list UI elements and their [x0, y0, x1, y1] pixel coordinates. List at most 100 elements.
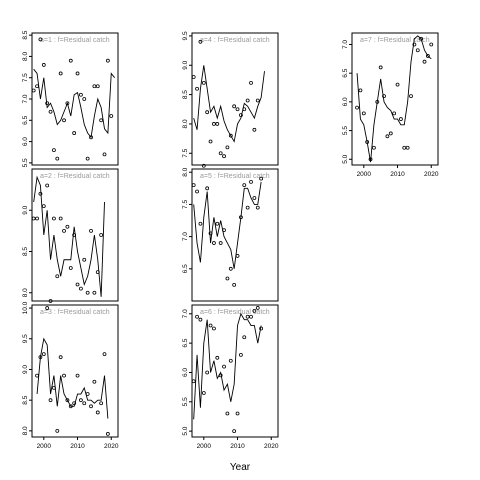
data-point	[392, 111, 397, 116]
series-line	[356, 35, 432, 163]
data-point	[239, 113, 243, 118]
y-tick-label: 7.0	[22, 94, 29, 103]
data-point	[208, 139, 213, 144]
data-point	[85, 290, 90, 295]
data-point	[58, 71, 63, 76]
data-point	[212, 241, 216, 245]
data-point	[218, 241, 223, 245]
y-tick-label: 8.5	[22, 395, 29, 404]
data-point	[48, 299, 53, 303]
data-point	[201, 80, 206, 85]
data-point	[415, 48, 420, 53]
y-tick-label: 6.0	[342, 97, 349, 106]
data-point	[72, 401, 77, 406]
data-point	[242, 335, 247, 340]
x-tick-label: 2020	[104, 443, 119, 450]
y-tick-label: 9.0	[22, 205, 29, 214]
x-tick-label: 2020	[424, 171, 439, 178]
data-point	[412, 42, 417, 47]
data-point	[228, 266, 233, 271]
y-tick-label: 6.5	[182, 264, 189, 273]
y-tick-label: 5.0	[342, 154, 349, 163]
data-point	[95, 270, 100, 275]
data-point	[375, 99, 380, 104]
y-tick-label: 8.0	[182, 167, 189, 176]
data-point	[225, 145, 230, 150]
y-tick-label: 5.5	[182, 397, 189, 406]
data-point	[372, 145, 376, 150]
data-point	[85, 392, 90, 396]
series-line	[33, 175, 105, 297]
data-point	[245, 98, 250, 103]
x-tick-label: 2010	[230, 443, 245, 450]
series-line	[33, 68, 115, 139]
data-point	[228, 133, 233, 138]
data-point	[45, 101, 50, 106]
data-point	[48, 109, 53, 114]
series-line	[193, 65, 265, 143]
data-point	[41, 63, 46, 67]
x-tick-label: 2000	[37, 443, 52, 450]
data-point	[212, 326, 216, 331]
data-point	[232, 104, 237, 109]
y-tick-label: 7.5	[22, 73, 29, 82]
data-point	[109, 114, 114, 118]
data-point	[429, 42, 434, 47]
data-point	[99, 401, 104, 406]
data-point	[245, 205, 250, 210]
y-tick-label: 8.0	[22, 288, 29, 297]
panel-title: a=2 : f=Residual catch	[40, 173, 110, 180]
y-tick-label: 8.5	[22, 30, 29, 39]
data-point	[201, 391, 206, 395]
data-point	[55, 156, 60, 161]
data-point	[35, 373, 39, 378]
y-tick-label: 7.5	[182, 148, 189, 157]
data-point	[65, 224, 70, 229]
data-point	[55, 428, 60, 433]
data-point	[239, 215, 243, 220]
data-point	[235, 411, 240, 416]
y-tick-label: 6.5	[22, 115, 29, 124]
data-point	[399, 117, 403, 121]
panels: a=1 : f=Residual catch 5.5 6.0 6.5 7.0 7.5 8.0…	[22, 30, 439, 450]
y-tick-label: 6.5	[342, 68, 349, 77]
data-point	[38, 355, 43, 360]
data-point	[52, 216, 56, 221]
data-point	[222, 228, 226, 233]
panel-title: a=1 : f=Residual catch	[40, 37, 110, 44]
data-point	[205, 370, 210, 375]
data-point	[232, 429, 237, 434]
x-axis-label: Year	[230, 462, 251, 473]
data-point	[218, 373, 223, 378]
panel-frame	[31, 168, 119, 302]
y-tick-label: 6.0	[22, 137, 29, 146]
data-point	[55, 274, 60, 279]
panel-6: a=3 : f=Residual catch 8.0 8.5 9.0 9.5 10.0 20…	[22, 301, 119, 450]
panel-2: a=4 : f=Residual catch 7.5 8.0 8.5 9.0 9.5	[182, 31, 279, 166]
data-point	[249, 80, 253, 85]
data-point	[89, 135, 93, 140]
data-point	[41, 204, 46, 209]
data-point	[378, 65, 383, 70]
x-tick-label: 2000	[197, 443, 212, 450]
data-point	[82, 257, 87, 262]
data-point	[259, 326, 264, 331]
data-point	[89, 404, 93, 409]
data-point	[82, 401, 87, 406]
data-point	[95, 410, 100, 415]
y-tick-label: 7.5	[182, 200, 189, 209]
data-point	[249, 314, 253, 319]
data-point	[395, 82, 400, 87]
data-point	[62, 118, 66, 123]
data-point	[99, 118, 104, 123]
data-point	[52, 385, 56, 390]
data-point	[242, 183, 247, 187]
data-point	[65, 398, 70, 403]
data-point	[72, 131, 77, 135]
series-line	[193, 181, 262, 269]
data-point	[68, 58, 73, 63]
data-point	[259, 176, 264, 181]
data-point	[252, 308, 257, 313]
data-point	[79, 286, 83, 291]
